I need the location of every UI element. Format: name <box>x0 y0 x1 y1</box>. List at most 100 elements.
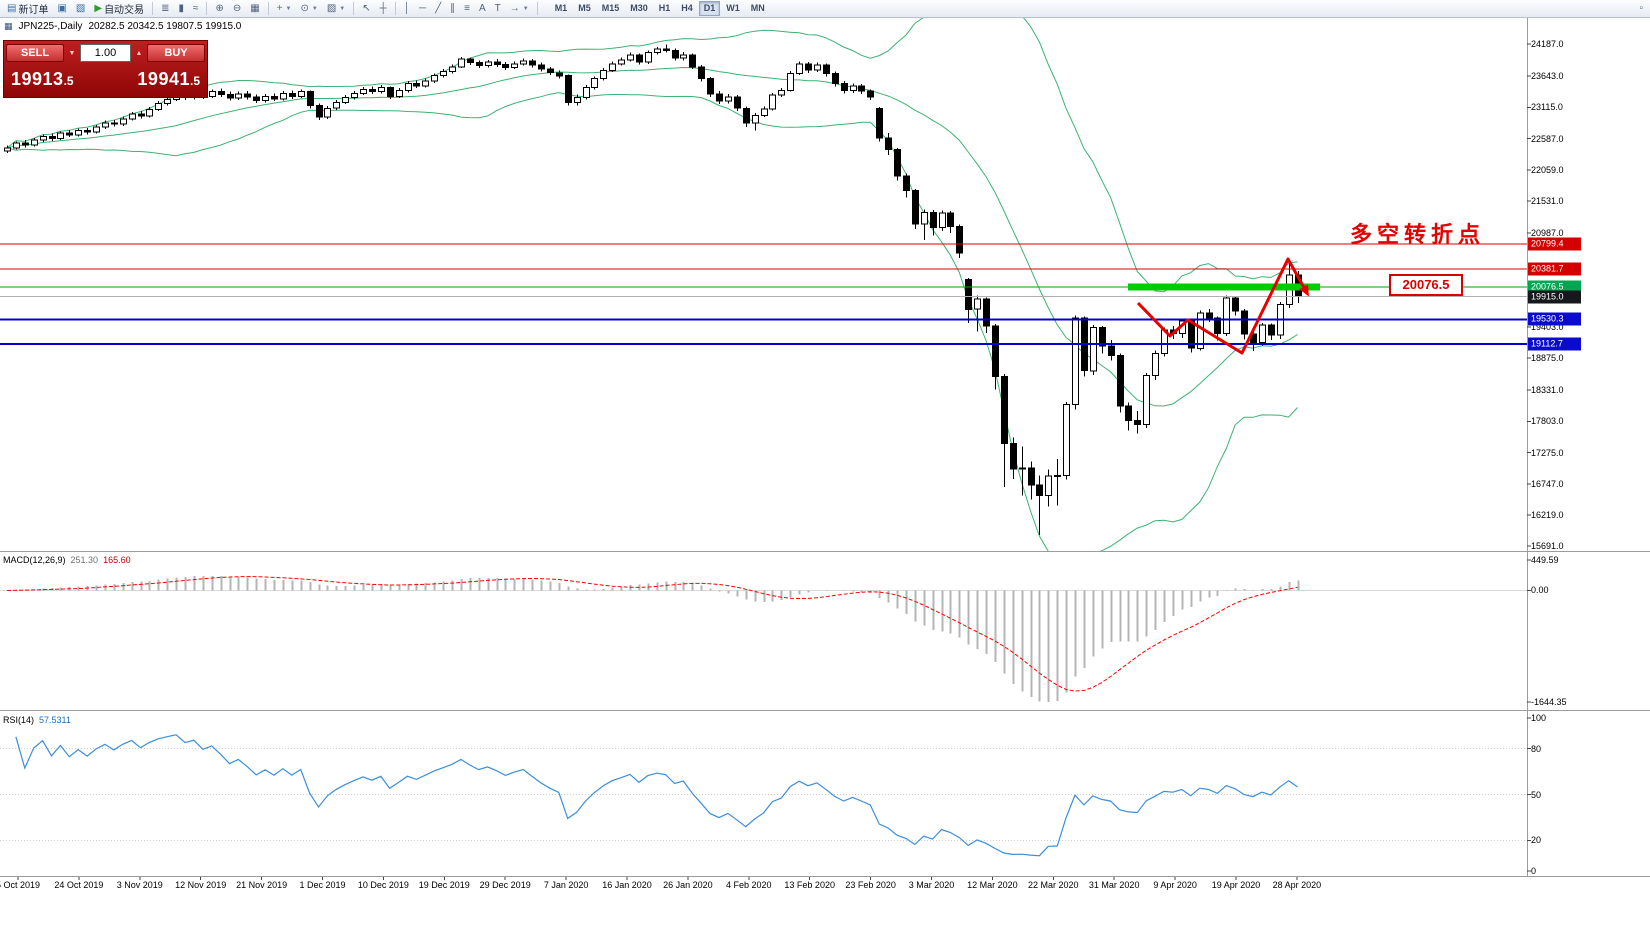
trendline-icon: ╱ <box>435 2 442 14</box>
date-axis-label[interactable]: 7 Jan 2020 <box>543 880 589 890</box>
toolbar-separator <box>267 2 269 15</box>
zoom-out-button[interactable]: ⊖ <box>229 1 245 17</box>
zoom-in-button[interactable]: ⊕ <box>211 1 227 17</box>
timeframe-m5-button[interactable]: M5 <box>573 1 596 16</box>
date-axis-label[interactable]: 3 Nov 2019 <box>116 880 163 890</box>
date-axis-label[interactable]: 22 Mar 2020 <box>1028 880 1079 890</box>
autotrading-button[interactable]: ▶ 自动交易 <box>90 1 148 17</box>
profiles-button[interactable]: ▧ <box>72 1 89 17</box>
macd-name: MACD(12,26,9) <box>3 555 66 565</box>
bar-chart-icon: ≣ <box>161 2 170 14</box>
crosshair-button[interactable]: ┼ <box>376 1 391 17</box>
timeframe-d1-button[interactable]: D1 <box>698 1 721 16</box>
date-axis-label[interactable]: 12 Mar 2020 <box>967 880 1018 890</box>
rsi-axis-label: 20 <box>1531 835 1542 846</box>
periods-icon: ⊙ <box>300 2 309 14</box>
date-axis-label[interactable]: 9 Apr 2020 <box>1153 880 1197 890</box>
periods-button[interactable]: ⊙ ▼ <box>297 1 322 17</box>
date-axis-label[interactable]: 29 Dec 2019 <box>479 880 531 890</box>
toolbar-separator <box>152 2 154 15</box>
fibonacci-button[interactable]: ≡ <box>460 1 474 17</box>
bar-chart-button[interactable]: ≣ <box>157 1 173 17</box>
dropdown-caret-icon: ▼ <box>522 5 529 12</box>
date-axis-label[interactable]: 28 Apr 2020 <box>1272 880 1322 890</box>
macd-signal-value: 165.60 <box>103 555 131 565</box>
date-axis-label[interactable]: 26 Jan 2020 <box>663 880 713 890</box>
vertical-line-button[interactable]: │ <box>400 1 414 17</box>
trendline-button[interactable]: ╱ <box>431 1 445 17</box>
templates-icon: ▨ <box>326 2 337 14</box>
date-axis-label[interactable]: 12 Nov 2019 <box>175 880 227 890</box>
timeframe-m30-button[interactable]: M30 <box>625 1 653 16</box>
date-axis-label[interactable]: 5 Oct 2019 <box>0 880 41 890</box>
date-axis-label[interactable]: 4 Feb 2020 <box>726 880 772 890</box>
horizontal-line-button[interactable]: ─ <box>415 1 430 17</box>
volume-decrease-button[interactable]: ▼ <box>65 44 79 62</box>
dropdown-caret-icon: ▼ <box>311 5 318 12</box>
zoom-out-icon: ⊖ <box>232 2 242 14</box>
line-chart-button[interactable]: ≈ <box>189 1 203 17</box>
rsi-label: RSI(14) 57.5311 <box>3 715 71 725</box>
timeframe-h4-button[interactable]: H4 <box>676 1 698 16</box>
price-badge-20799.4: 20799.4 <box>1528 237 1581 251</box>
support-zone-rectangle[interactable] <box>1128 283 1320 291</box>
indicators-button[interactable]: + ▼ <box>273 1 296 17</box>
date-axis-label[interactable]: 13 Feb 2020 <box>784 880 835 890</box>
level-price-label[interactable]: 20076.5 <box>1389 274 1463 296</box>
timeframe-m15-button[interactable]: M15 <box>597 1 625 16</box>
date-axis-label[interactable]: 21 Nov 2019 <box>236 880 288 890</box>
volume-input[interactable] <box>80 44 131 62</box>
trend-arrow-head <box>1299 284 1309 297</box>
timeframe-m1-button[interactable]: M1 <box>550 1 573 16</box>
vertical-line-icon: │ <box>403 2 410 14</box>
candlestick-chart-button[interactable]: ▮ <box>174 1 188 17</box>
toolbar-separator <box>353 2 355 15</box>
chart-window-icon: ▣ <box>57 2 67 14</box>
text-icon: A <box>478 2 486 14</box>
timeframe-mn-button[interactable]: MN <box>746 1 770 16</box>
date-axis-label[interactable]: 1 Dec 2019 <box>299 880 346 890</box>
macd-axis-label: 0.00 <box>1531 585 1549 596</box>
macd-label: MACD(12,26,9) 251.30 165.60 <box>3 555 131 565</box>
text-label-button[interactable]: T <box>491 1 505 17</box>
rsi-line <box>15 734 1298 857</box>
chart-window-button[interactable]: ▣ <box>53 1 70 17</box>
profiles-icon: ▧ <box>75 2 86 14</box>
price-axis-label: 16747.0 <box>1531 478 1564 489</box>
volume-increase-button[interactable]: ▲ <box>132 44 146 62</box>
sell-button[interactable]: SELL <box>6 44 64 62</box>
timeframe-h1-button[interactable]: H1 <box>654 1 676 16</box>
cursor-button[interactable]: ↖ <box>358 1 374 17</box>
buy-button[interactable]: BUY <box>147 44 205 62</box>
arrows-button[interactable]: → ▼ <box>506 1 533 17</box>
templates-button[interactable]: ▨ ▼ <box>323 1 349 17</box>
timeframe-w1-button[interactable]: W1 <box>721 1 745 16</box>
price-axis-label: 20987.0 <box>1531 228 1564 239</box>
sell-price-frac: .5 <box>63 73 74 88</box>
date-axis-label[interactable]: 19 Dec 2019 <box>418 880 470 890</box>
price-badge-19530.3: 19530.3 <box>1528 312 1581 326</box>
date-axis-label[interactable]: 23 Feb 2020 <box>845 880 896 890</box>
price-badge-19112.7: 19112.7 <box>1528 337 1581 351</box>
chart-icon: ▦ <box>4 21 13 31</box>
date-axis-label[interactable]: 24 Oct 2019 <box>54 880 104 890</box>
date-axis-label[interactable]: 19 Apr 2020 <box>1211 880 1261 890</box>
macd-histogram <box>15 575 1300 702</box>
date-axis-label[interactable]: 31 Mar 2020 <box>1088 880 1140 890</box>
trend-arrow[interactable] <box>1136 257 1309 355</box>
price-axis-label: 23643.0 <box>1531 71 1564 82</box>
dropdown-caret-icon: ▼ <box>285 5 292 12</box>
text-button[interactable]: A <box>475 1 490 17</box>
chart-title: ▦ JPN225-,Daily 20282.5 20342.5 19807.5 … <box>4 21 241 32</box>
window-button[interactable]: ▫ <box>1635 1 1647 17</box>
date-axis-label[interactable]: 10 Dec 2019 <box>357 880 409 890</box>
turning-point-annotation[interactable]: 多空转折点 <box>1350 222 1486 247</box>
date-axis-label[interactable]: 3 Mar 2020 <box>908 880 955 890</box>
date-axis-label[interactable]: 16 Jan 2020 <box>602 880 652 890</box>
grid-button[interactable]: ▦ <box>246 1 263 17</box>
channel-icon: ∥ <box>450 2 456 14</box>
rsi-name: RSI(14) <box>3 715 35 725</box>
new-order-button[interactable]: ▤ 新订单 <box>3 1 52 17</box>
channel-button[interactable]: ∥ <box>446 1 459 17</box>
